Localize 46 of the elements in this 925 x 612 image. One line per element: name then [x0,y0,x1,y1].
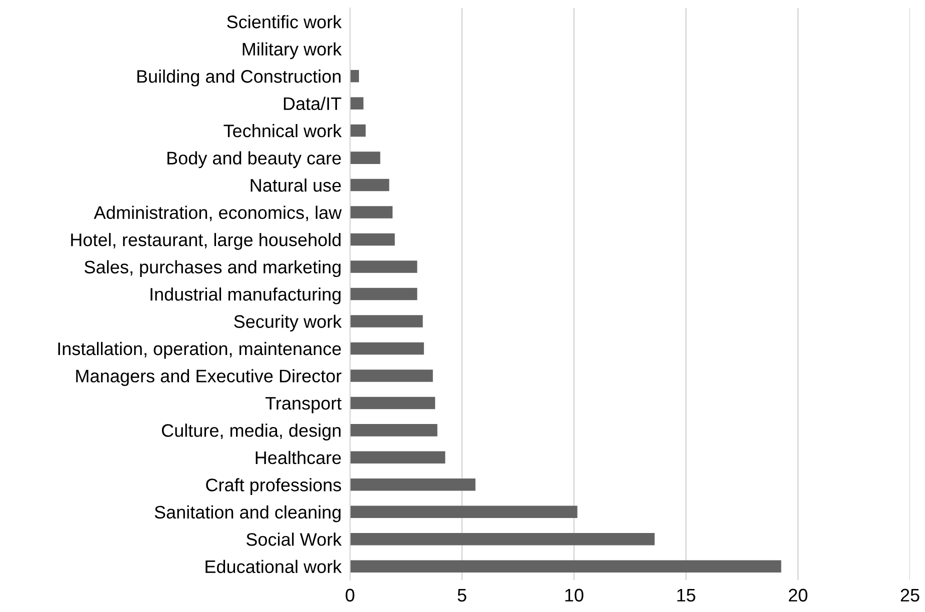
y-tick-label: Industrial manufacturing [150,287,341,304]
y-tick-label: Data/IT [284,96,342,110]
x-tick-label: 15 [677,588,696,602]
y-tick-label: Culture, media, design [162,424,341,440]
bar [350,206,393,218]
bar [350,424,438,436]
bar [350,124,366,137]
bar [350,288,418,300]
bar [350,451,446,464]
bar [350,260,418,273]
y-tick-label: Military work [242,42,342,60]
x-tick-label: 0 [346,588,354,602]
bar [350,152,380,164]
y-tick-label: Hotel, restaurant, large household [71,232,341,250]
bar [350,560,782,573]
y-tick-label: Social Work [246,532,342,546]
y-tick-label: Craft professions [206,478,342,495]
y-tick-label: Natural use [250,178,341,192]
y-tick-label: Building and Construction [137,70,341,86]
y-tick-label: Administration, economics, law [94,206,342,222]
bar [350,233,395,246]
bar [350,370,433,382]
bar [350,70,359,82]
y-tick-label: Security work [234,314,342,332]
y-tick-label: Technical work [224,124,342,138]
bar [350,478,476,491]
x-tick-label: 10 [565,588,584,602]
y-tick-label: Sales, purchases and marketing [84,260,341,278]
x-tick-label: 5 [458,588,466,602]
y-tick-label: Educational work [206,560,342,574]
y-tick-label: Healthcare [256,450,341,464]
bar [350,342,424,355]
bar [350,506,578,518]
bar [350,396,436,410]
y-tick-label: Transport [265,397,342,414]
y-tick-label: Managers and Executive Director [76,369,342,386]
y-tick-label: Sanitation and cleaning [154,505,341,522]
y-tick-label: Scientific work [227,15,342,28]
bar [350,315,423,328]
y-tick-label: Installation, operation, maintenance [58,342,341,359]
bar [350,97,364,110]
y-tick-label: Body and beauty care [168,151,341,168]
bar [350,178,390,192]
x-tick-label: 25 [900,588,920,602]
bar [350,533,655,546]
x-tick-label: 20 [788,588,808,602]
